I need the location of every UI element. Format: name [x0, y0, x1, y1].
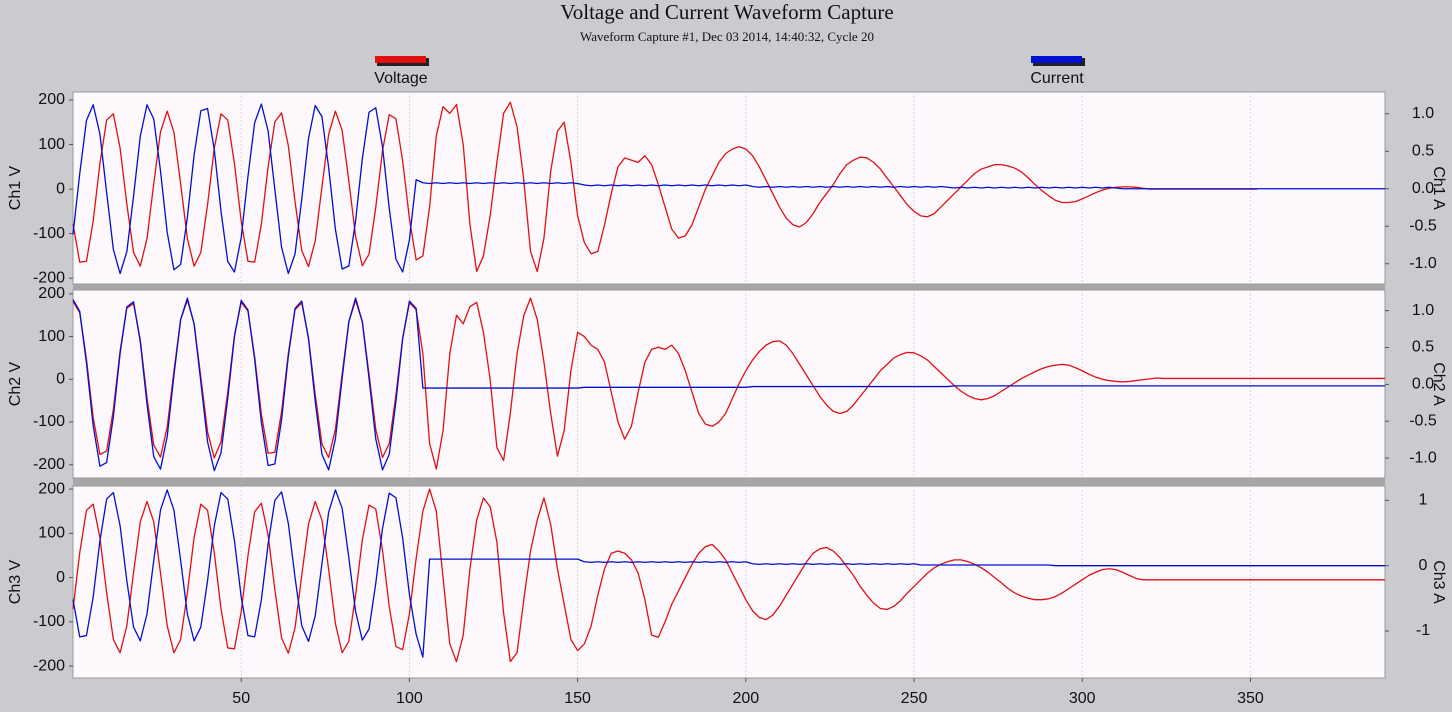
y2-tick-label: 0.5	[1412, 339, 1434, 356]
x-tick-label: 50	[232, 690, 250, 707]
y-tick-label: 0	[56, 371, 65, 388]
y2-axis-label: Ch3 A	[1430, 560, 1447, 604]
x-tick-label: 350	[1237, 690, 1264, 707]
y-tick-label: 200	[38, 285, 65, 302]
y-tick-label: 0	[56, 569, 65, 586]
y-tick-label: -100	[33, 613, 65, 630]
y2-tick-label: 0.0	[1412, 180, 1434, 197]
y-tick-label: -200	[33, 456, 65, 473]
y-tick-label: 100	[38, 136, 65, 153]
y-tick-label: 0	[56, 180, 65, 197]
legend-swatch	[1031, 56, 1082, 63]
legend-label: Current	[1030, 70, 1084, 87]
y2-tick-label: 1.0	[1412, 302, 1434, 319]
panel-separator	[73, 284, 1385, 290]
series-line	[72, 103, 1385, 275]
y2-tick-label: 0.5	[1412, 142, 1434, 159]
plot-area	[72, 485, 1386, 679]
legend-swatch	[375, 56, 426, 63]
series-line	[72, 297, 1385, 472]
y2-tick-label: 1	[1419, 492, 1428, 509]
series-line	[72, 489, 1385, 658]
chart-subtitle: Waveform Capture #1, Dec 03 2014, 14:40:…	[580, 29, 874, 44]
y-tick-label: 200	[38, 480, 65, 497]
series-line	[72, 488, 1385, 663]
y2-tick-label: 0.0	[1412, 376, 1434, 393]
panel-separator	[73, 478, 1385, 486]
plot-area	[72, 289, 1386, 479]
x-tick-label: 300	[1069, 690, 1096, 707]
y-tick-label: -200	[33, 269, 65, 286]
y2-tick-label: 1.0	[1412, 105, 1434, 122]
y-tick-label: 200	[38, 91, 65, 108]
y2-tick-label: -1.0	[1409, 449, 1437, 466]
y2-tick-label: -0.5	[1409, 217, 1437, 234]
y-tick-label: -200	[33, 657, 65, 674]
x-tick-label: 250	[901, 690, 928, 707]
x-tick-label: 150	[564, 690, 591, 707]
y2-tick-label: -1	[1416, 622, 1430, 639]
x-tick-label: 100	[396, 690, 423, 707]
y2-tick-label: -0.5	[1409, 412, 1437, 429]
y2-tick-label: 0	[1419, 557, 1428, 574]
y-axis-label: Ch2 V	[7, 361, 24, 406]
y-tick-label: 100	[38, 328, 65, 345]
y-axis-label: Ch1 V	[7, 165, 24, 210]
legend-label: Voltage	[374, 70, 427, 87]
y2-tick-label: -1.0	[1409, 255, 1437, 272]
y-tick-label: -100	[33, 225, 65, 242]
x-tick-label: 200	[732, 690, 759, 707]
y-tick-label: -100	[33, 413, 65, 430]
y2-axis-label: Ch1 A	[1430, 166, 1447, 210]
plot-area	[72, 91, 1386, 285]
y2-axis-label: Ch2 A	[1430, 362, 1447, 406]
y-tick-label: 100	[38, 525, 65, 542]
y-axis-label: Ch3 V	[7, 559, 24, 604]
chart-title: Voltage and Current Waveform Capture	[560, 0, 893, 24]
